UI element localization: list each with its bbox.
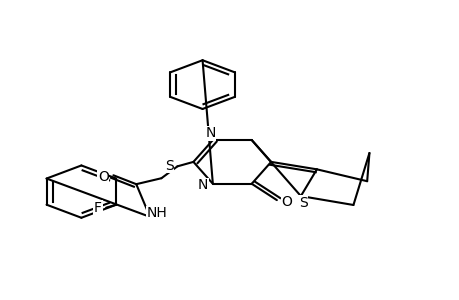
Text: N: N	[205, 127, 215, 140]
Text: F: F	[94, 201, 102, 215]
Text: S: S	[164, 159, 173, 173]
Text: O: O	[281, 195, 292, 208]
Text: O: O	[98, 170, 108, 184]
Text: N: N	[197, 178, 207, 192]
Text: S: S	[298, 196, 307, 210]
Text: NH: NH	[146, 206, 167, 220]
